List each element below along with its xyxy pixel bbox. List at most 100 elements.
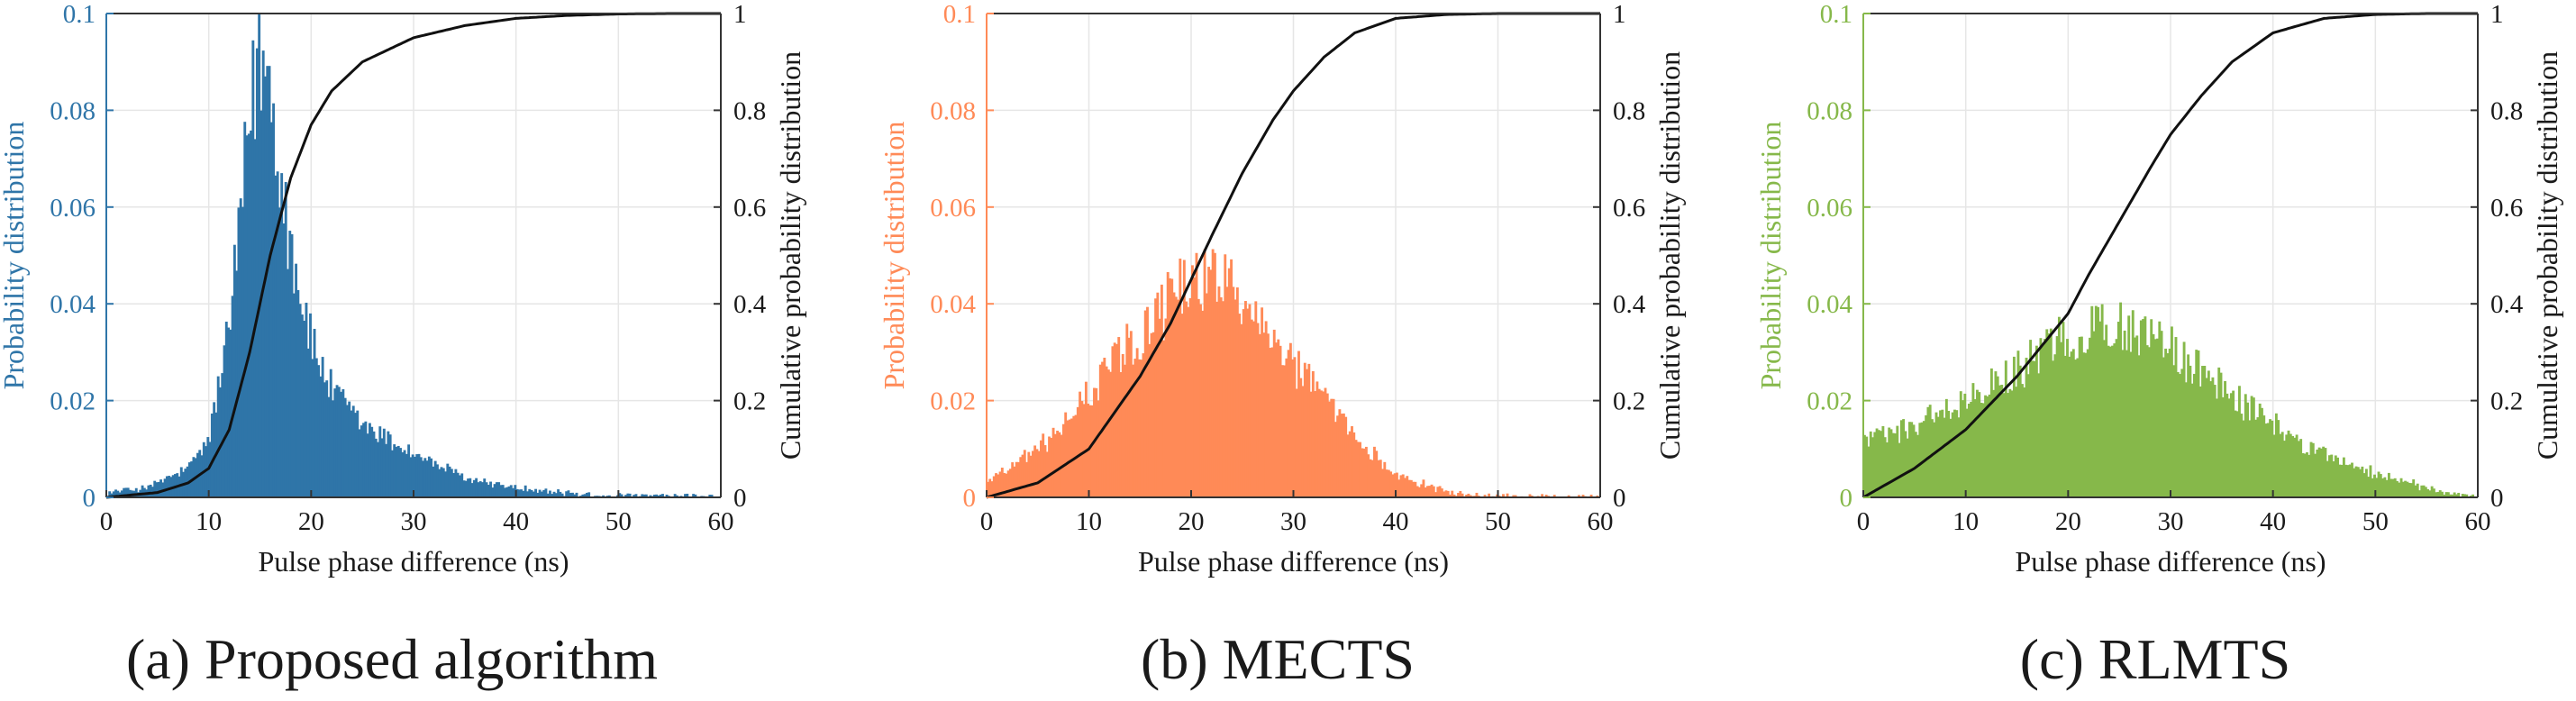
histogram-bar [549,490,551,497]
histogram-bar [649,495,652,497]
histogram-bar [487,485,490,497]
histogram-bar [1005,473,1008,497]
histogram-bar [1127,337,1131,497]
histogram-bar [1939,410,1942,497]
histogram-bar [998,471,1002,497]
y-right-tick-label: 0.8 [733,96,766,125]
histogram-bar [2389,478,2393,497]
histogram-bar [1344,416,1348,497]
histogram-bar [2164,348,2168,497]
histogram-bar [1328,401,1331,497]
histogram-bar [2049,328,2053,497]
histogram-bar [305,302,308,497]
histogram-bar [507,486,511,497]
histogram-bar [1984,395,1987,497]
histogram-bar [314,358,318,497]
histogram-bar [1252,321,1255,497]
histogram-bar [469,478,472,497]
histogram-bar [2258,403,2262,497]
histogram-bar [1988,394,1991,497]
histogram-bar [1013,466,1016,497]
histogram-bar [2326,460,2329,497]
histogram-bar [202,442,205,497]
histogram-bar [168,476,171,497]
y-right-axis-label: Cumulative probability distribution [1653,51,1686,460]
y-axis-label: Probability distribution [1754,122,1787,390]
x-axis-label: Pulse phase difference (ns) [2015,545,2326,578]
histogram-bar [2187,354,2190,497]
histogram-bar [313,328,316,497]
histogram-bar [1125,323,1129,497]
histogram-bar [2371,478,2374,497]
histogram-bar [1383,461,1387,497]
histogram-bar [2338,464,2342,497]
histogram-bar [2465,494,2469,497]
histogram-bar [2092,331,2096,497]
histogram-bar [2037,373,2041,497]
histogram-bar [366,433,369,497]
histogram-bar [1428,486,1432,497]
histogram-bar [540,491,543,497]
histogram-bar [657,495,660,497]
histogram-bar [1051,427,1055,497]
histogram-bar [2201,366,2204,497]
histogram-bar [2334,455,2337,497]
histogram-bar [1258,333,1261,497]
y-right-tick-label: 0.2 [733,387,766,416]
histogram-bar [370,426,374,497]
histogram-bar [2301,452,2305,497]
histogram-bar [2034,345,2038,497]
histogram-bar [1324,387,1327,497]
histogram-bar [1589,495,1593,497]
histogram-bar [2216,398,2218,497]
y-tick-label: 0.08 [930,96,976,125]
histogram-bar [298,304,302,497]
histogram-bar [2153,339,2157,497]
y-tick-label: 0.04 [1807,290,1852,319]
histogram-bar [1336,415,1340,497]
x-tick-label: 50 [605,507,632,536]
histogram-bar [325,380,329,497]
y-axis-label: Probability distribution [878,122,910,390]
histogram-bar [2309,442,2313,497]
histogram-bar [159,479,162,497]
histogram-bar [1904,431,1907,497]
histogram-bar [440,467,443,497]
histogram-bar [243,122,247,498]
histogram-bar [1309,391,1313,497]
histogram-bar [358,429,361,497]
histogram-bar [227,327,230,497]
histogram-bar [1045,451,1049,497]
histogram-bar [2348,464,2352,497]
histogram-bar [2057,316,2061,497]
histogram-bar [2449,494,2453,497]
histogram-bar [1469,495,1472,497]
histogram-bar [557,489,560,497]
histogram-bar [1352,432,1356,497]
histogram-bar [251,40,255,497]
x-tick-label: 40 [2260,507,2286,536]
histogram-bar [1185,301,1188,497]
histogram-bar [1393,473,1397,497]
histogram-bar [2015,387,2018,497]
histogram-bar [1465,495,1469,497]
histogram-bar [2240,414,2244,497]
histogram-bar [1880,431,1883,497]
histogram-bar [1080,401,1084,497]
histogram-bar [2221,396,2225,497]
histogram-bar [1449,494,1452,497]
histogram-bar [694,494,697,497]
histogram-bar [2344,464,2348,497]
histogram-bar [282,223,286,497]
x-axis-label: Pulse phase difference (ns) [258,545,569,578]
histogram-bar [1401,474,1405,497]
histogram-bar [2211,377,2215,497]
histogram-bar [1174,296,1178,497]
histogram-bar [360,425,363,497]
histogram-bar [1277,339,1280,497]
histogram-bar [2002,393,2006,497]
histogram-bar [287,269,289,497]
histogram-bar [395,446,398,497]
histogram-bar [2044,338,2046,497]
histogram-bar [1397,479,1401,497]
